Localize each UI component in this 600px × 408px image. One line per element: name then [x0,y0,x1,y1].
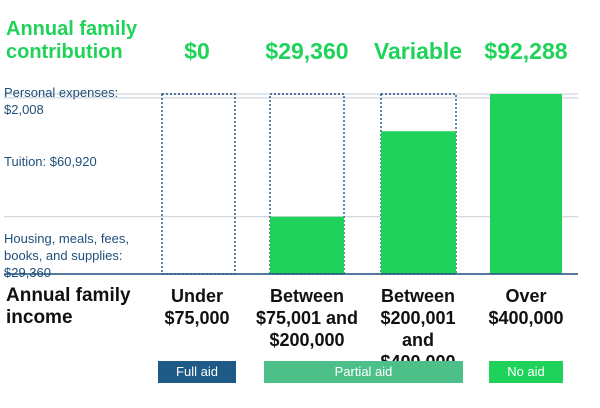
aid-badge-none: No aid [489,361,563,383]
bar-outline-1 [269,93,345,275]
cost-label-personal: Personal expenses: $2,008 [4,85,119,117]
cost-label-tuition: Tuition: $60,920 [4,154,97,169]
bar-outline-0 [161,93,236,275]
bar-fill-3 [490,94,562,274]
income-label-2: Between $200,001 and $400,000 [380,286,456,372]
contribution-value-0: $0 [184,38,210,64]
contribution-value-1: $29,360 [265,38,349,64]
aid-badge-full: Full aid [158,361,236,383]
aid-badge-partial: Partial aid [264,361,463,383]
income-label-3: Over $400,000 [488,286,564,328]
bar-fill-2 [381,131,456,274]
income-axis-title: Annual family income [6,285,131,328]
income-label-0: Under $75,000 [164,286,230,328]
contribution-value-2: Variable [373,38,463,64]
bar-fill-1 [270,216,344,274]
income-label-1: Between $75,001 and $200,000 [255,286,359,350]
contribution-value-3: $92,288 [484,38,568,64]
contribution-header: Annual family contribution [6,18,138,63]
cost-label-housing: Housing, meals, fees, books, and supplie… [4,231,130,280]
